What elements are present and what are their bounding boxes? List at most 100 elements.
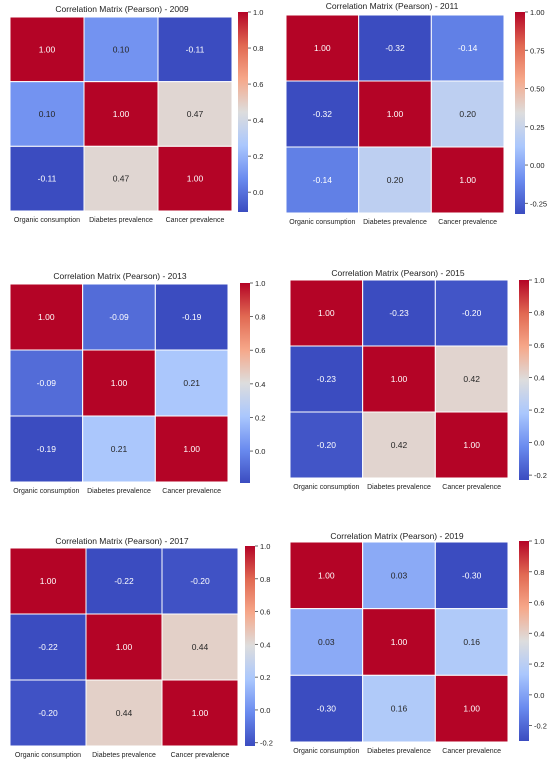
x-tick-label: Organic consumption xyxy=(15,752,81,759)
chart-title: Correlation Matrix (Pearson) - 2013 xyxy=(53,271,186,281)
x-tick-label: Cancer prevalence xyxy=(166,217,225,224)
cell-value-label: 0.03 xyxy=(318,637,335,647)
heatmap-cell xyxy=(83,16,159,83)
heatmap-panel-4: Correlation Matrix (Pearson) - 2015 1.00 -… xyxy=(289,268,547,491)
heatmap-cell xyxy=(362,411,436,479)
heatmap-cell xyxy=(362,541,436,610)
cell-value-label: 1.00 xyxy=(387,109,404,119)
heatmap-cell xyxy=(434,411,509,479)
colorbar-tick-label: 1.0 xyxy=(255,279,265,288)
cell-value-label: 0.21 xyxy=(183,378,200,388)
heatmap-cell xyxy=(9,349,84,417)
x-tick-label: Organic consumption xyxy=(293,484,359,491)
cell-value-label: 0.44 xyxy=(116,708,133,718)
cell-value-label: 1.00 xyxy=(39,44,56,54)
cell-value-label: -0.11 xyxy=(186,44,205,54)
cell-value-label: 1.00 xyxy=(391,637,408,647)
heatmap-panel-1: Correlation Matrix (Pearson) - 2009 1.00 0… xyxy=(9,4,263,224)
cell-value-label: 1.00 xyxy=(187,174,204,184)
colorbar-tick-label: 0.0 xyxy=(534,691,544,700)
heatmap-cell xyxy=(434,674,509,743)
colorbar-tick-label: 0.8 xyxy=(534,309,544,318)
heatmap-cell xyxy=(157,145,233,212)
cell-value-label: -0.32 xyxy=(313,109,333,119)
chart-title: Correlation Matrix (Pearson) - 2011 xyxy=(326,1,459,11)
x-tick-label: Diabetes prevalence xyxy=(363,219,427,226)
colorbar-tick-label: 0.6 xyxy=(253,80,263,89)
heatmap-cell xyxy=(157,16,233,83)
heatmap-cell xyxy=(154,415,229,483)
cell-value-label: -0.14 xyxy=(458,43,478,53)
heatmap-cell xyxy=(434,608,509,676)
cell-value-label: -0.23 xyxy=(317,374,337,384)
heatmap-panel-5: Correlation Matrix (Pearson) - 2017 1.00 -… xyxy=(9,536,273,759)
cell-value-label: 1.00 xyxy=(40,576,57,586)
colorbar-tick-label: 0.6 xyxy=(260,608,270,617)
x-tick-label: Organic consumption xyxy=(13,488,79,495)
heatmap-cell xyxy=(285,80,360,148)
cell-value-label: -0.20 xyxy=(317,440,337,450)
colorbar-tick-label: 0.25 xyxy=(530,123,545,132)
cell-value-label: 1.00 xyxy=(459,175,476,185)
heatmap-cell xyxy=(358,80,432,148)
colorbar xyxy=(245,546,255,746)
x-tick-label: Diabetes prevalence xyxy=(89,217,153,224)
x-tick-label: Cancer prevalence xyxy=(171,752,230,759)
x-tick-label: Diabetes prevalence xyxy=(367,748,431,755)
colorbar-tick-label: 1.0 xyxy=(534,537,544,546)
colorbar xyxy=(515,12,525,214)
colorbar xyxy=(519,541,529,741)
cell-value-label: -0.20 xyxy=(38,708,58,718)
cell-value-label: -0.30 xyxy=(462,570,482,580)
x-tick-label: Diabetes prevalence xyxy=(87,488,151,495)
heatmap-panel-6: Correlation Matrix (Pearson) - 2019 1.00 0… xyxy=(289,531,547,755)
cell-value-label: 0.10 xyxy=(113,44,130,54)
heatmap-cell xyxy=(362,345,436,413)
cell-value-label: 0.16 xyxy=(463,637,480,647)
cell-value-label: -0.20 xyxy=(462,308,482,318)
colorbar-tick-label: 0.4 xyxy=(253,116,263,125)
heatmap-cell xyxy=(9,145,85,212)
colorbar-tick-label: 1.00 xyxy=(530,8,545,17)
colorbar-tick-label: 0.8 xyxy=(253,44,263,53)
heatmap-cell xyxy=(289,608,364,676)
heatmap-cell xyxy=(430,80,505,148)
cell-value-label: 0.16 xyxy=(391,704,408,714)
colorbar xyxy=(240,283,250,483)
colorbar-tick-label: 0.4 xyxy=(260,640,270,649)
heatmap-cell xyxy=(430,146,505,214)
cell-value-label: 0.44 xyxy=(192,642,209,652)
cell-value-label: 0.20 xyxy=(459,109,476,119)
cell-value-label: 0.20 xyxy=(387,175,404,185)
heatmap-cell xyxy=(9,547,87,615)
chart-title: Correlation Matrix (Pearson) - 2009 xyxy=(55,4,188,14)
colorbar-tick-label: 0.0 xyxy=(260,706,270,715)
heatmap-cell xyxy=(430,14,505,82)
colorbar-tick-label: 0.8 xyxy=(260,575,270,584)
colorbar-tick-label: 0.75 xyxy=(530,46,545,55)
heatmap-cell xyxy=(161,679,239,747)
heatmap-cell xyxy=(434,541,509,610)
cell-value-label: 0.42 xyxy=(391,440,408,450)
cell-value-label: -0.32 xyxy=(385,43,405,53)
cell-value-label: 1.00 xyxy=(113,109,130,119)
colorbar-tick-label: 0.2 xyxy=(255,413,265,422)
colorbar-tick-label: 1.0 xyxy=(253,8,263,17)
chart-title: Correlation Matrix (Pearson) - 2017 xyxy=(55,536,188,546)
colorbar xyxy=(238,12,248,212)
heatmap-cell xyxy=(285,14,360,82)
cell-value-label: 1.00 xyxy=(116,642,133,652)
x-tick-label: Cancer prevalence xyxy=(162,488,221,495)
colorbar-tick-label: 1.0 xyxy=(534,276,544,285)
cell-value-label: 0.47 xyxy=(187,109,204,119)
cell-value-label: 0.03 xyxy=(391,570,408,580)
colorbar-tick-label: 0.6 xyxy=(534,599,544,608)
cell-value-label: -0.14 xyxy=(313,175,333,185)
heatmap-cell xyxy=(161,547,239,615)
cell-value-label: -0.09 xyxy=(109,312,129,322)
x-tick-label: Cancer prevalence xyxy=(442,484,501,491)
heatmap-cell xyxy=(82,415,156,483)
colorbar-tick-label: -0.2 xyxy=(534,471,547,480)
cell-value-label: 1.00 xyxy=(111,378,128,388)
colorbar-tick-label: 0.4 xyxy=(255,380,265,389)
